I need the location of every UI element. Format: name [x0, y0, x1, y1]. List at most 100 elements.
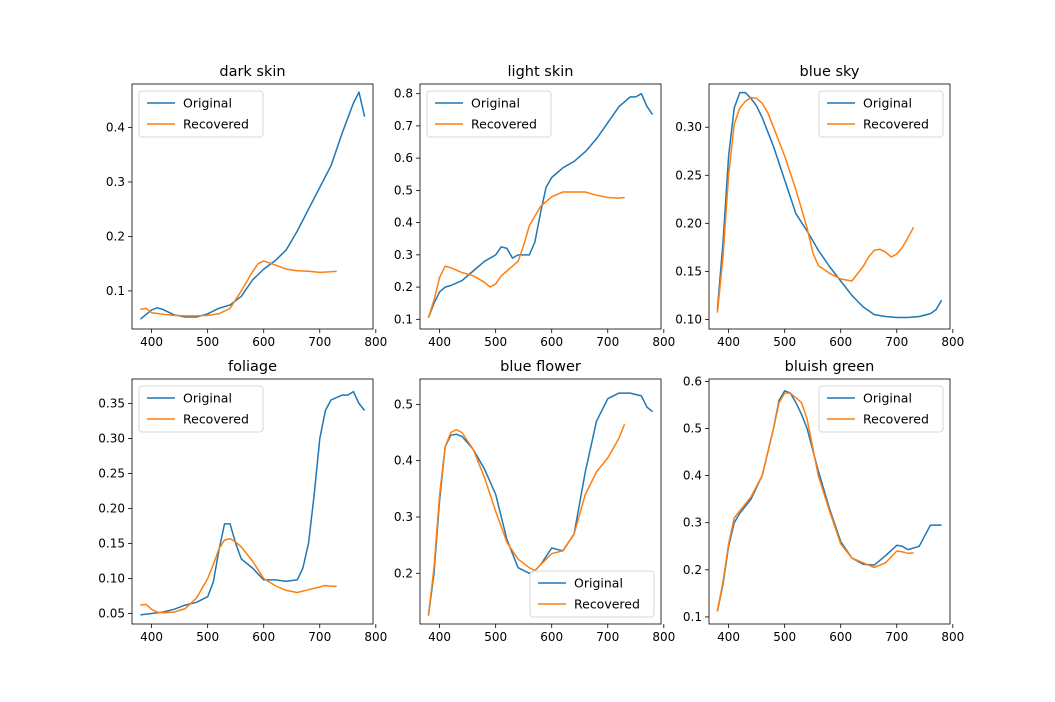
x-tick-label: 800	[941, 630, 964, 644]
y-tick-label: 0.20	[675, 216, 702, 230]
axes-frame	[419, 83, 662, 330]
legend-label: Original	[471, 96, 520, 111]
x-tick-label: 400	[140, 630, 163, 644]
x-tick-label: 500	[196, 630, 219, 644]
y-tick-label: 0.20	[98, 502, 125, 516]
series-line-original	[139, 91, 366, 320]
y-tick-label: 0.6	[394, 151, 413, 165]
y-tick-label: 0.2	[394, 566, 413, 580]
x-tick-label: 400	[428, 335, 451, 349]
y-tick-label: 0.6	[683, 374, 702, 388]
y-tick-label: 0.5	[394, 183, 413, 197]
legend: Original Recovered	[138, 90, 264, 138]
y-tick-label: 0.10	[98, 572, 125, 586]
y-tick-label: 0.5	[683, 421, 702, 435]
x-tick-label: 400	[140, 335, 163, 349]
y-tick-label: 0.3	[394, 510, 413, 524]
subplot-1: 400 500 600 700 800 0.1 0.2 0.3 0.4 0.5 0.6 0.7 0.8 l…	[394, 64, 675, 349]
subplot-title: blue flower	[500, 359, 581, 375]
y-tick-label: 0.4	[683, 469, 702, 483]
y-tick-label: 0.10	[675, 312, 702, 326]
y-tick-label: 0.1	[394, 312, 413, 326]
subplot-0: 400 500 600 700 800 0.1 0.2 0.3 0.4 dark skin Orig…	[106, 64, 387, 349]
x-tick-label: 700	[596, 335, 619, 349]
x-tick-label: 600	[252, 630, 275, 644]
y-tick-label: 0.3	[394, 248, 413, 262]
y-tick-label: 0.4	[394, 216, 413, 230]
subplot-title: foliage	[228, 359, 277, 375]
y-tick-label: 0.7	[394, 119, 413, 133]
x-tick-label: 800	[652, 630, 675, 644]
y-tick-label: 0.1	[683, 610, 702, 624]
legend-label: Recovered	[863, 412, 929, 427]
legend-label: Original	[183, 391, 232, 406]
series-line-original	[716, 91, 943, 319]
y-tick-label: 0.5	[394, 397, 413, 411]
x-tick-label: 400	[428, 630, 451, 644]
series-line-recovered	[427, 423, 626, 616]
x-tick-label: 500	[773, 630, 796, 644]
axes-frame	[708, 83, 951, 330]
y-tick-label: 0.15	[675, 264, 702, 278]
x-tick-label: 700	[308, 630, 331, 644]
series-line-recovered	[140, 260, 337, 317]
x-tick-label: 600	[540, 335, 563, 349]
y-tick-label: 0.3	[683, 516, 702, 530]
y-tick-label: 0.35	[98, 397, 125, 411]
x-tick-label: 600	[829, 630, 852, 644]
x-tick-label: 800	[941, 335, 964, 349]
legend-label: Original	[574, 576, 623, 591]
legend-label: Original	[183, 96, 232, 111]
y-tick-label: 0.2	[683, 563, 702, 577]
x-tick-label: 500	[484, 335, 507, 349]
x-tick-label: 600	[252, 335, 275, 349]
y-tick-label: 0.8	[394, 87, 413, 101]
axes-frame	[419, 378, 662, 625]
axes-frame	[131, 378, 374, 625]
y-tick-label: 0.30	[675, 120, 702, 134]
y-tick-label: 0.1	[106, 284, 125, 298]
x-tick-label: 600	[829, 335, 852, 349]
y-tick-label: 0.4	[394, 454, 413, 468]
legend-label: Original	[863, 391, 912, 406]
x-tick-label: 700	[596, 630, 619, 644]
x-tick-label: 400	[717, 335, 740, 349]
legend: Original Recovered	[818, 90, 944, 138]
y-tick-label: 0.25	[675, 168, 702, 182]
y-tick-label: 0.15	[98, 537, 125, 551]
x-tick-label: 800	[364, 630, 387, 644]
x-tick-label: 600	[540, 630, 563, 644]
subplot-title: light skin	[508, 64, 574, 80]
subplot-title: bluish green	[785, 359, 875, 375]
x-tick-label: 700	[308, 335, 331, 349]
x-tick-label: 500	[773, 335, 796, 349]
series-line-recovered	[427, 191, 625, 318]
legend: Original Recovered	[529, 570, 655, 618]
y-tick-label: 0.3	[106, 175, 125, 189]
y-tick-label: 0.30	[98, 432, 125, 446]
series-line-recovered	[140, 537, 337, 614]
x-tick-label: 700	[885, 335, 908, 349]
legend-label: Original	[863, 96, 912, 111]
legend: Original Recovered	[426, 90, 552, 138]
series-line-recovered	[716, 392, 914, 612]
legend-label: Recovered	[183, 412, 249, 427]
y-tick-label: 0.2	[106, 229, 125, 243]
legend: Original Recovered	[138, 385, 264, 433]
subplot-2: 400 500 600 700 800 0.10 0.15 0.20 0.25 0.30 blue …	[675, 64, 964, 349]
series-line-original	[140, 390, 366, 616]
y-tick-label: 0.05	[98, 607, 125, 621]
x-tick-label: 500	[484, 630, 507, 644]
axes-frame	[708, 378, 951, 625]
legend-label: Recovered	[574, 597, 640, 612]
x-tick-label: 400	[717, 630, 740, 644]
x-tick-label: 800	[364, 335, 387, 349]
x-tick-label: 700	[885, 630, 908, 644]
x-tick-label: 800	[652, 335, 675, 349]
legend-label: Recovered	[863, 117, 929, 132]
legend-label: Recovered	[183, 117, 249, 132]
subplot-title: dark skin	[219, 64, 285, 80]
subplot-3: 400 500 600 700 800 0.05 0.10 0.15 0.20 0.25 0.30 0…	[98, 359, 387, 644]
legend: Original Recovered	[818, 385, 944, 433]
